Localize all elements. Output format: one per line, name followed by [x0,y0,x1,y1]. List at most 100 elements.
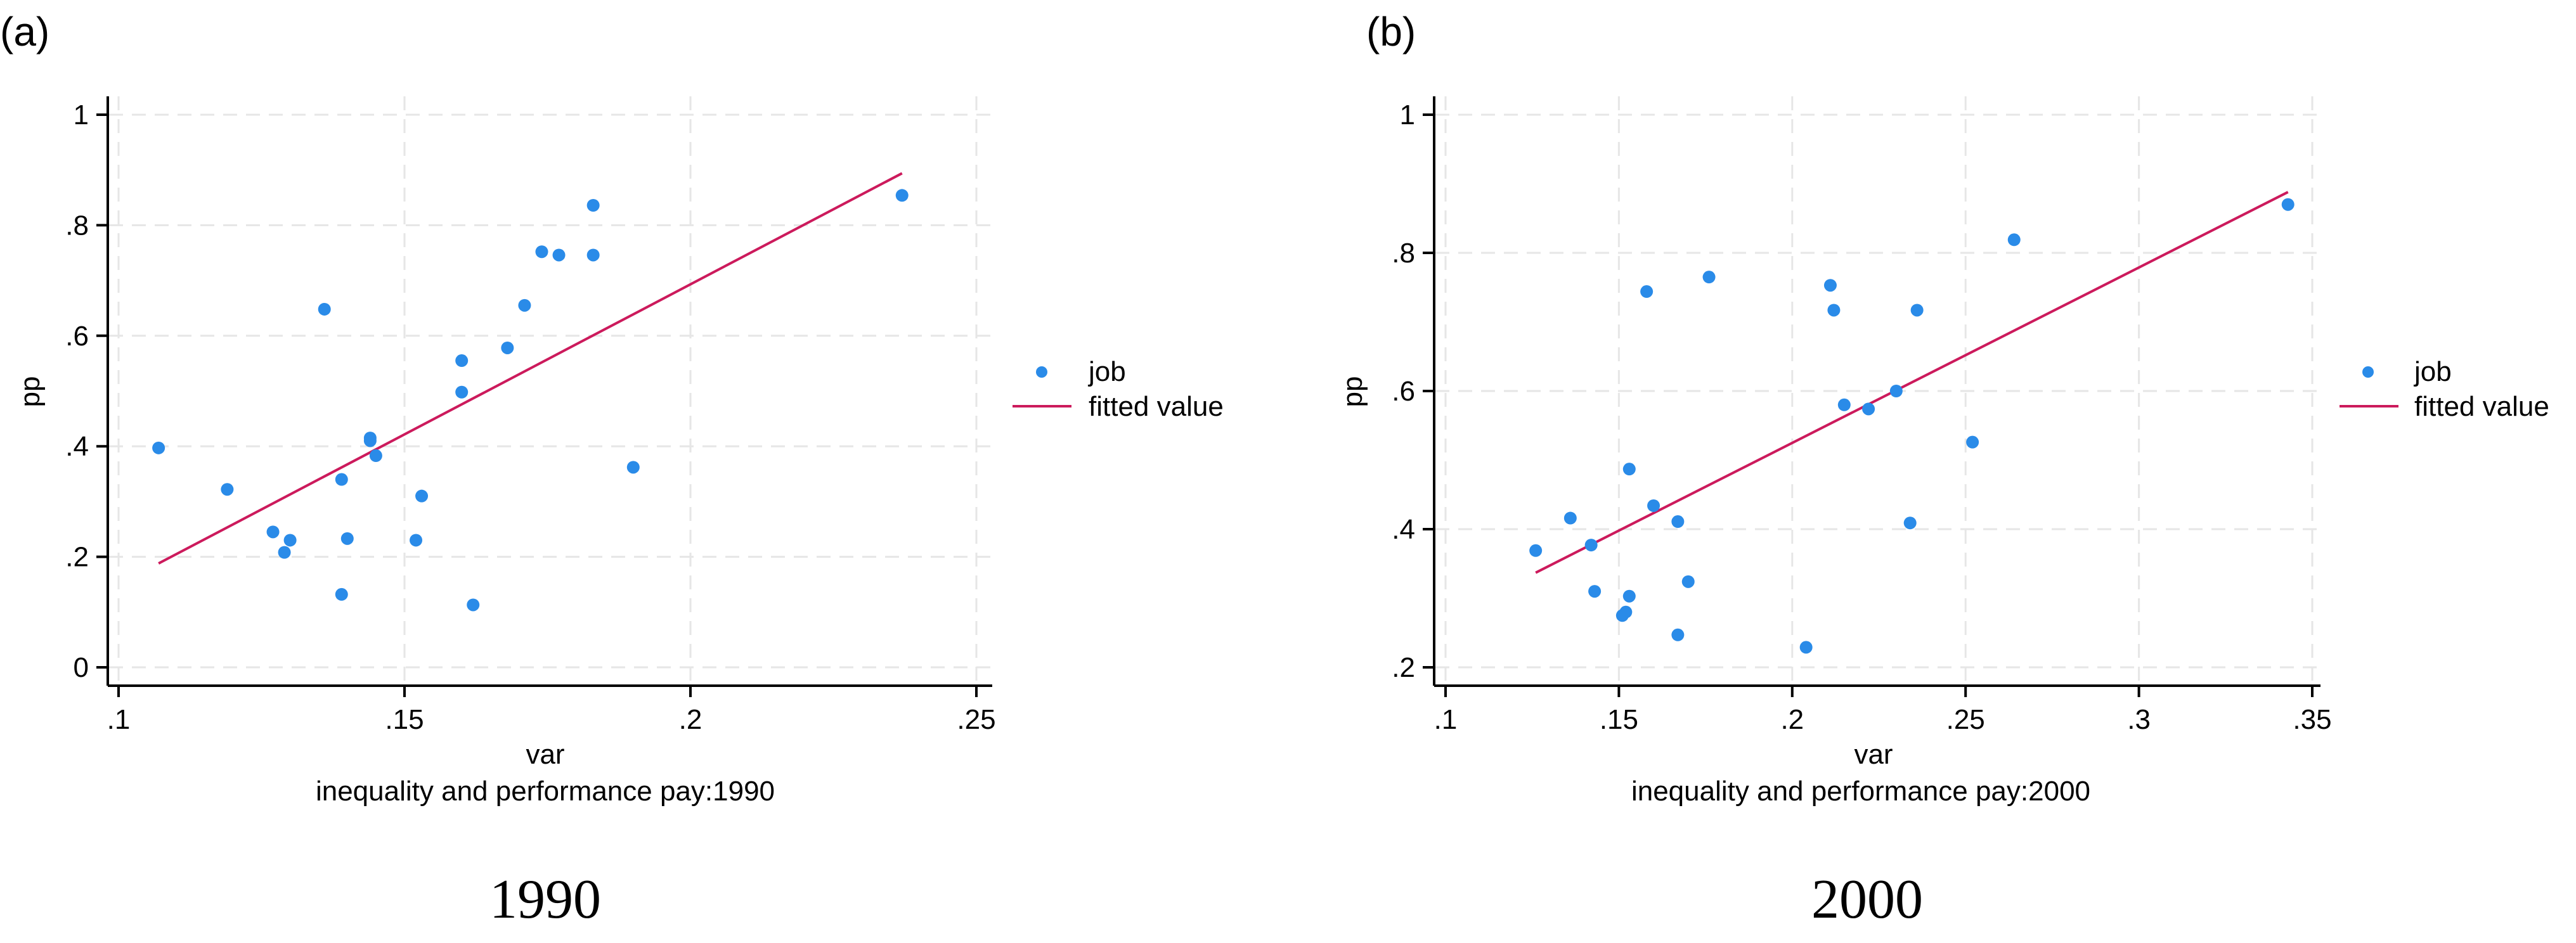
data-point [1862,402,1875,416]
data-point [1671,628,1685,641]
data-point [1640,285,1654,298]
data-point [221,483,234,496]
legend-label-job: job [2413,356,2452,387]
data-point [895,189,909,202]
data-point [1647,499,1660,512]
y-tick-label: 1 [74,99,89,131]
data-point [1584,539,1598,552]
axes [107,96,992,687]
tick-labels: .2 .4 .6 .8 1 .1 .15 .2 .25 .3 .35 [1392,99,2331,735]
y-tick-label: .2 [1392,652,1415,683]
panel-caption: 2000 [1811,869,1923,930]
data-point [1837,398,1851,411]
data-point [415,489,429,503]
x-tick-label: .15 [385,704,424,735]
legend-marker-job [2362,366,2374,378]
data-point [467,598,480,612]
legend-label-fitted-value: fitted value [1089,391,1224,422]
data-point [152,441,165,454]
legend-marker-job [1036,366,1047,378]
data-point [1702,271,1716,284]
data-point [363,434,377,447]
legend: job fitted value [2340,356,2549,422]
panel-caption: 1990 [489,869,601,930]
panel-label: (a) [0,9,49,55]
data-point [1903,516,1917,530]
x-tick-label: .1 [1434,704,1458,735]
data-point [518,298,531,312]
scatter-points [152,189,909,612]
x-tick-label: .1 [107,704,131,735]
x-tick-label: .25 [1946,704,1985,735]
x-axis-label: var [526,739,564,770]
data-point [501,341,514,354]
data-point [586,199,600,212]
y-tick-label: .2 [65,542,89,573]
gridlines [109,96,992,684]
legend: job fitted value [1013,356,1224,422]
data-point [335,473,348,486]
x-tick-label: .2 [679,704,702,735]
data-point [278,546,291,559]
data-point [283,534,297,547]
data-point [1910,304,1924,317]
panel-b-2000: (b) .2 .4 .6 .8 1 .1 .15 .2 .25 .3 .35 var inequal… [1337,9,2549,930]
y-axis-label: pp [1337,376,1368,407]
chart-subtitle: inequality and performance pay:1990 [316,776,775,807]
data-point [455,385,469,399]
data-point [1671,515,1685,529]
gridlines [1435,96,2320,684]
data-point [1619,605,1633,619]
tick-labels: 0 .2 .4 .6 .8 1 .1 .15 .2 .25 [65,99,995,735]
data-point [1563,511,1577,525]
data-point [335,587,348,601]
data-point [369,449,382,463]
y-tick-label: 1 [1400,99,1415,131]
chart-subtitle: inequality and performance pay:2000 [1631,776,2090,807]
data-point [266,525,280,539]
data-point [1588,585,1602,598]
x-tick-label: .15 [1600,704,1638,735]
data-point [455,354,469,368]
data-point [1622,463,1636,476]
data-point [1681,575,1695,588]
y-axis-label: pp [15,376,46,407]
fitted-value-line [158,172,903,565]
data-point [586,248,600,262]
data-point [1966,435,1979,449]
data-point [552,248,566,262]
y-tick-label: .8 [1392,238,1415,269]
data-point [2007,233,2021,247]
x-tick-label: .25 [957,704,995,735]
data-point [340,532,354,545]
data-point [2281,198,2294,211]
x-tick-label: .3 [2127,704,2151,735]
data-point [410,534,423,547]
y-tick-label: .6 [1392,376,1415,407]
legend-label-fitted-value: fitted value [2414,391,2549,422]
y-tick-label: .6 [65,321,89,352]
data-point [1827,304,1841,317]
y-tick-label: 0 [74,652,89,683]
data-point [1529,544,1543,557]
fitted-line [1535,191,2289,574]
x-tick-label: .35 [2293,704,2331,735]
data-point [1622,589,1636,603]
data-point [626,461,640,474]
data-point [1889,385,1903,397]
data-point [318,302,331,316]
data-point [1799,641,1813,654]
y-tick-label: .8 [65,210,89,241]
x-axis-label: var [1854,739,1893,770]
fitted-value-line [1535,191,2289,574]
data-point [535,245,548,259]
legend-label-job: job [1087,356,1126,387]
data-point [1823,279,1837,292]
x-tick-label: .2 [1780,704,1804,735]
y-tick-label: .4 [1392,514,1415,545]
panel-a-1990: (a) 0 .2 .4 .6 .8 1 .1 .15 .2 .25 var inequality … [0,9,1224,930]
fitted-line [158,172,903,565]
scatter-points [1529,198,2294,654]
